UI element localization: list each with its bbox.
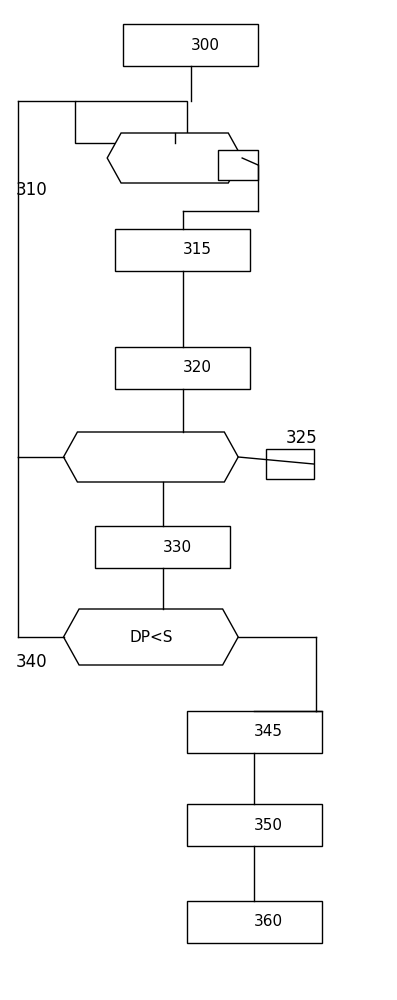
Text: 360: 360 xyxy=(254,914,283,930)
FancyBboxPatch shape xyxy=(95,526,230,568)
FancyBboxPatch shape xyxy=(187,711,322,753)
Text: 350: 350 xyxy=(254,818,283,832)
FancyBboxPatch shape xyxy=(187,804,322,846)
FancyBboxPatch shape xyxy=(123,24,258,66)
Text: 315: 315 xyxy=(183,242,212,257)
Text: DP<S: DP<S xyxy=(129,630,173,645)
FancyBboxPatch shape xyxy=(115,347,250,389)
Polygon shape xyxy=(64,432,238,482)
Text: 325: 325 xyxy=(286,429,318,447)
Polygon shape xyxy=(64,609,238,665)
Text: 345: 345 xyxy=(254,724,283,740)
FancyBboxPatch shape xyxy=(218,150,258,180)
Text: 320: 320 xyxy=(183,360,212,375)
Text: 300: 300 xyxy=(191,37,220,52)
FancyBboxPatch shape xyxy=(187,901,322,943)
Polygon shape xyxy=(107,133,242,183)
FancyBboxPatch shape xyxy=(75,101,187,143)
Text: 310: 310 xyxy=(16,181,48,199)
FancyBboxPatch shape xyxy=(115,229,250,271)
Text: 330: 330 xyxy=(163,540,192,554)
FancyBboxPatch shape xyxy=(266,449,314,479)
Text: 340: 340 xyxy=(16,653,48,671)
